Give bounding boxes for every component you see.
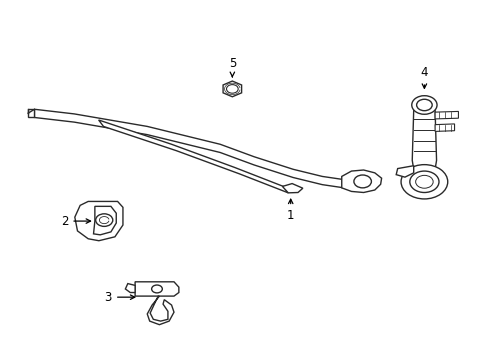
Circle shape <box>400 165 447 199</box>
Polygon shape <box>395 166 413 177</box>
Circle shape <box>411 96 436 114</box>
Polygon shape <box>434 124 454 131</box>
Polygon shape <box>135 282 179 296</box>
Polygon shape <box>28 109 34 117</box>
Polygon shape <box>411 111 436 169</box>
Circle shape <box>151 285 162 293</box>
Text: 1: 1 <box>286 199 294 222</box>
Circle shape <box>409 171 438 193</box>
Circle shape <box>96 214 113 226</box>
Polygon shape <box>223 81 241 97</box>
Text: 2: 2 <box>61 215 90 228</box>
Text: 4: 4 <box>420 66 427 88</box>
Text: 3: 3 <box>104 291 135 304</box>
Polygon shape <box>99 120 287 193</box>
Text: 5: 5 <box>228 57 236 77</box>
Circle shape <box>415 175 432 188</box>
Circle shape <box>416 99 431 111</box>
Polygon shape <box>282 184 302 193</box>
Polygon shape <box>34 109 356 188</box>
Polygon shape <box>434 111 458 119</box>
Polygon shape <box>75 202 122 241</box>
Polygon shape <box>125 284 135 293</box>
Circle shape <box>226 85 238 93</box>
Polygon shape <box>93 206 116 235</box>
Circle shape <box>353 175 371 188</box>
Polygon shape <box>341 170 381 193</box>
Polygon shape <box>147 296 174 325</box>
